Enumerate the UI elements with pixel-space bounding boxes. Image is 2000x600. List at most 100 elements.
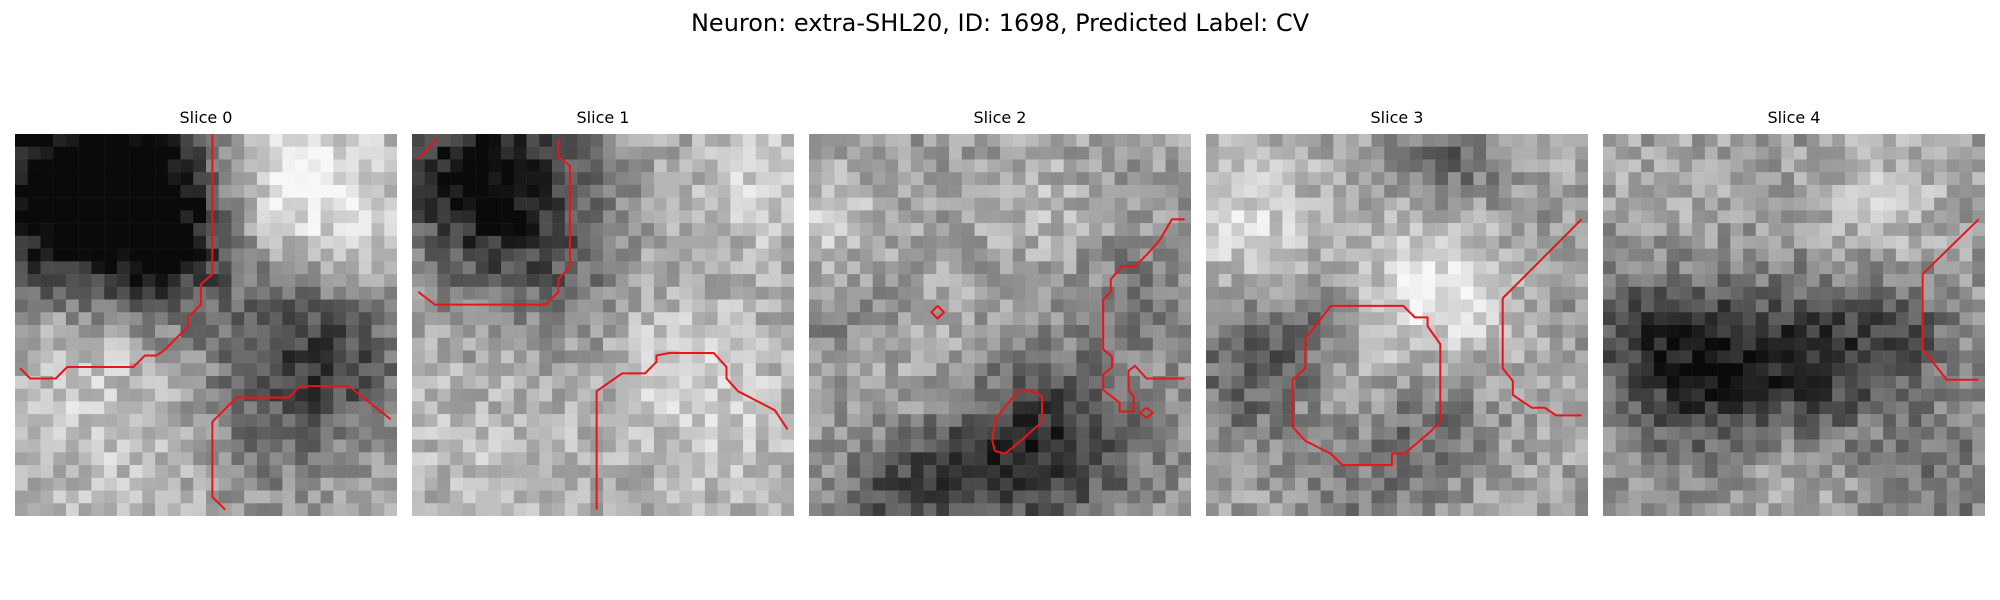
pixel bbox=[1844, 299, 1858, 313]
pixel bbox=[1908, 197, 1922, 211]
pixel bbox=[1768, 223, 1782, 237]
pixel bbox=[1768, 350, 1782, 364]
pixel bbox=[1256, 134, 1270, 147]
pixel bbox=[1076, 414, 1090, 428]
pixel bbox=[1615, 197, 1629, 211]
pixel bbox=[1730, 210, 1744, 224]
pixel bbox=[666, 337, 680, 351]
pixel bbox=[1666, 426, 1680, 440]
pixel bbox=[781, 146, 794, 160]
pixel bbox=[1857, 452, 1871, 466]
pixel bbox=[1730, 325, 1744, 338]
pixel bbox=[412, 210, 425, 224]
pixel bbox=[834, 363, 848, 377]
pixel bbox=[1486, 477, 1500, 491]
pixel bbox=[450, 184, 464, 198]
pixel bbox=[910, 325, 924, 338]
pixel bbox=[371, 274, 385, 288]
pixel bbox=[539, 452, 553, 466]
pixel bbox=[641, 248, 655, 262]
pixel bbox=[206, 286, 219, 300]
pixel bbox=[167, 286, 181, 300]
pixel bbox=[1101, 223, 1115, 237]
pixel bbox=[1152, 490, 1166, 504]
pixel bbox=[155, 401, 169, 415]
pixel bbox=[412, 197, 425, 211]
pixel bbox=[949, 299, 963, 313]
pixel bbox=[1127, 312, 1141, 326]
pixel bbox=[346, 388, 360, 402]
pixel bbox=[1244, 325, 1258, 338]
pixel bbox=[1447, 439, 1461, 453]
pixel bbox=[488, 146, 502, 160]
pixel bbox=[244, 350, 258, 364]
pixel bbox=[53, 248, 67, 262]
pixel bbox=[231, 503, 245, 516]
pixel bbox=[1641, 235, 1655, 249]
pixel bbox=[40, 223, 54, 237]
pixel bbox=[1000, 261, 1013, 275]
pixel bbox=[513, 312, 527, 326]
pixel bbox=[577, 401, 591, 415]
pixel bbox=[949, 401, 963, 415]
pixel bbox=[1717, 261, 1731, 275]
pixel bbox=[1076, 299, 1090, 313]
pixel bbox=[167, 401, 181, 415]
pixel bbox=[910, 286, 924, 300]
pixel bbox=[1012, 248, 1026, 262]
pixel bbox=[628, 299, 642, 313]
pixel bbox=[603, 172, 616, 186]
pixel bbox=[1653, 465, 1667, 479]
pixel bbox=[1615, 465, 1629, 479]
pixel bbox=[1857, 363, 1871, 377]
pixel bbox=[539, 465, 553, 479]
pixel bbox=[781, 337, 794, 351]
pixel bbox=[1089, 426, 1103, 440]
pixel bbox=[1972, 223, 1985, 237]
pixel bbox=[1844, 477, 1858, 491]
pixel bbox=[450, 477, 464, 491]
pixel bbox=[218, 172, 232, 186]
pixel bbox=[1358, 503, 1372, 516]
pixel bbox=[1946, 299, 1960, 313]
pixel bbox=[847, 210, 861, 224]
pixel bbox=[987, 248, 1001, 262]
pixel bbox=[1282, 146, 1296, 160]
pixel bbox=[307, 261, 321, 275]
pixel bbox=[295, 350, 309, 364]
pixel bbox=[1114, 477, 1128, 491]
pixel bbox=[1615, 426, 1629, 440]
pixel bbox=[1320, 477, 1334, 491]
pixel bbox=[450, 312, 464, 326]
pixel bbox=[1358, 159, 1372, 173]
pixel bbox=[1206, 248, 1219, 262]
pixel bbox=[1768, 439, 1782, 453]
pixel bbox=[1307, 299, 1321, 313]
pixel bbox=[1460, 477, 1474, 491]
pixel bbox=[1895, 223, 1909, 237]
pixel bbox=[552, 363, 566, 377]
pixel bbox=[1486, 375, 1500, 389]
pixel bbox=[1333, 337, 1347, 351]
pixel bbox=[1384, 350, 1398, 364]
pixel bbox=[1320, 401, 1334, 415]
pixel bbox=[1972, 159, 1985, 173]
pixel bbox=[949, 503, 963, 516]
pixel bbox=[53, 286, 67, 300]
pixel bbox=[1946, 235, 1960, 249]
pixel bbox=[53, 261, 67, 275]
pixel bbox=[1653, 248, 1667, 262]
pixel bbox=[320, 274, 334, 288]
pixel bbox=[781, 414, 794, 428]
pixel bbox=[1972, 401, 1985, 415]
pixel bbox=[641, 503, 655, 516]
pixel bbox=[307, 146, 321, 160]
pixel bbox=[704, 159, 718, 173]
pixel bbox=[1653, 426, 1667, 440]
pixel bbox=[384, 299, 397, 313]
pixel bbox=[155, 172, 169, 186]
pixel bbox=[1152, 184, 1166, 198]
pixel bbox=[91, 235, 105, 249]
pixel bbox=[755, 197, 769, 211]
pixel bbox=[256, 477, 270, 491]
